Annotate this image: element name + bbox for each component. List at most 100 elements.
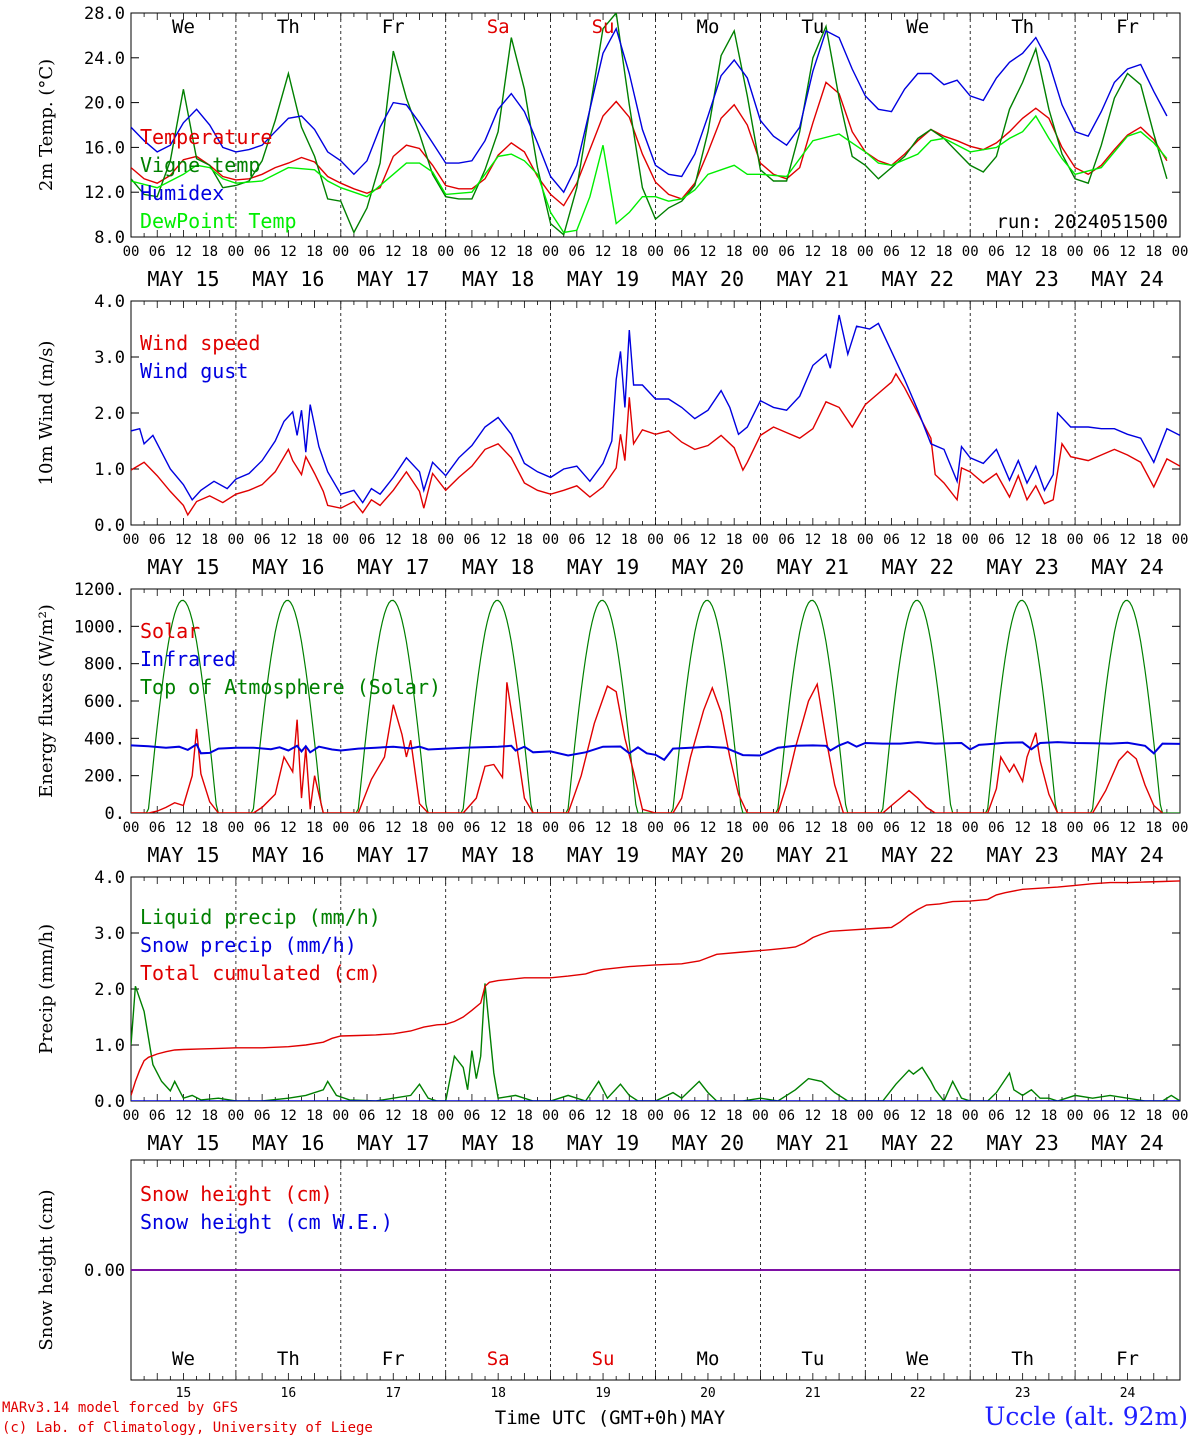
date-label: MAY 19 xyxy=(567,267,639,291)
hour-label: 12 xyxy=(280,532,297,548)
hour-label: 18 xyxy=(831,244,848,260)
date-label: MAY 21 xyxy=(777,555,849,579)
day-name: Mo xyxy=(697,16,720,38)
hour-label: 00 xyxy=(123,1108,140,1124)
hour-label: 12 xyxy=(595,244,612,260)
hour-label: 06 xyxy=(1093,1108,1110,1124)
date-label: MAY 20 xyxy=(672,1131,744,1155)
series-line xyxy=(131,13,1168,237)
y-axis-label: 10m Wind (m/s) xyxy=(36,341,57,486)
day-name: Fr xyxy=(382,16,405,38)
hour-label: 00 xyxy=(1067,244,1084,260)
hour-label: 18 xyxy=(411,244,428,260)
date-label: MAY 19 xyxy=(567,843,639,867)
y-tick-label: 0.0 xyxy=(94,516,125,536)
legend-entry: Wind speed xyxy=(140,331,260,355)
day-number: 24 xyxy=(1120,1386,1136,1401)
hour-label: 06 xyxy=(149,532,166,548)
hour-label: 00 xyxy=(332,820,349,836)
hour-label: 06 xyxy=(149,244,166,260)
date-label: MAY 22 xyxy=(882,267,954,291)
hour-label: 06 xyxy=(778,244,795,260)
hour-label: 18 xyxy=(621,820,638,836)
hour-label: 18 xyxy=(1145,1108,1162,1124)
y-tick-label: 8.0 xyxy=(94,228,125,248)
y-axis-label: Snow height (cm) xyxy=(36,1189,57,1350)
hour-label: 12 xyxy=(804,820,821,836)
hour-label: 00 xyxy=(227,532,244,548)
hour-label: 00 xyxy=(332,244,349,260)
hour-label: 18 xyxy=(306,244,323,260)
y-tick-label: 800. xyxy=(84,655,125,675)
hour-label: 00 xyxy=(962,820,979,836)
y-tick-label: 28.0 xyxy=(84,4,125,24)
date-label: MAY 22 xyxy=(882,555,954,579)
hour-label: 12 xyxy=(804,532,821,548)
day-number: 23 xyxy=(1015,1386,1031,1401)
hour-label: 18 xyxy=(411,820,428,836)
hour-label: 06 xyxy=(883,1108,900,1124)
hour-label: 00 xyxy=(752,1108,769,1124)
plot-frame xyxy=(130,12,1181,238)
hour-label: 06 xyxy=(359,244,376,260)
hour-label: 00 xyxy=(647,820,664,836)
hour-label: 18 xyxy=(516,820,533,836)
hour-label: 12 xyxy=(385,244,402,260)
date-label: MAY 15 xyxy=(147,555,219,579)
hour-label: 18 xyxy=(516,1108,533,1124)
hour-label: 12 xyxy=(909,532,926,548)
hour-label: 18 xyxy=(726,532,743,548)
hour-label: 06 xyxy=(463,244,480,260)
hour-label: 12 xyxy=(804,1108,821,1124)
panel-3 xyxy=(130,588,1181,814)
legend-entry: Wind gust xyxy=(140,359,248,383)
hour-label: 18 xyxy=(201,532,218,548)
hour-label: 06 xyxy=(883,244,900,260)
hour-label: 12 xyxy=(1119,244,1136,260)
day-number: 15 xyxy=(176,1386,192,1401)
day-name: Su xyxy=(592,1348,615,1370)
hour-label: 18 xyxy=(726,244,743,260)
hour-label: 00 xyxy=(752,532,769,548)
hour-label: 00 xyxy=(1067,1108,1084,1124)
date-label: MAY 21 xyxy=(777,267,849,291)
date-label: MAY 20 xyxy=(672,267,744,291)
legend-entry: Snow precip (mm/h) xyxy=(140,933,357,957)
day-name: Mo xyxy=(697,1348,720,1370)
hour-label: 06 xyxy=(568,820,585,836)
date-label: MAY 24 xyxy=(1091,267,1163,291)
hour-label: 18 xyxy=(1145,820,1162,836)
hour-label: 06 xyxy=(254,820,271,836)
hour-label: 12 xyxy=(909,820,926,836)
date-label: MAY 24 xyxy=(1091,843,1163,867)
y-tick-label: 20.0 xyxy=(84,94,125,114)
hour-label: 00 xyxy=(542,1108,559,1124)
hour-label: 00 xyxy=(542,244,559,260)
hour-label: 00 xyxy=(752,244,769,260)
day-name: Th xyxy=(277,1348,300,1370)
hour-label: 06 xyxy=(673,244,690,260)
date-label: MAY 20 xyxy=(672,555,744,579)
credit-model: MARv3.14 model forced by GFS xyxy=(2,1400,239,1416)
hour-label: 18 xyxy=(201,820,218,836)
x-axis-month: MAY xyxy=(691,1407,726,1429)
day-name: Fr xyxy=(1116,16,1139,38)
hour-label: 18 xyxy=(621,532,638,548)
credit-lab: (c) Lab. of Climatology, University of L… xyxy=(2,1420,373,1436)
series-line xyxy=(131,372,1180,517)
day-name: Th xyxy=(277,16,300,38)
y-tick-label: 1000. xyxy=(74,617,125,637)
legend-entry: Temperature xyxy=(140,125,272,149)
date-label: MAY 18 xyxy=(462,843,534,867)
hour-label: 06 xyxy=(883,532,900,548)
hour-label: 00 xyxy=(437,532,454,548)
series-line xyxy=(131,26,1168,194)
hour-label: 00 xyxy=(752,820,769,836)
hour-label: 06 xyxy=(149,1108,166,1124)
day-number: 20 xyxy=(700,1386,716,1401)
y-tick-label: 12.0 xyxy=(84,183,125,203)
hour-label: 12 xyxy=(595,820,612,836)
day-number: 19 xyxy=(595,1386,611,1401)
hour-label: 06 xyxy=(1093,244,1110,260)
